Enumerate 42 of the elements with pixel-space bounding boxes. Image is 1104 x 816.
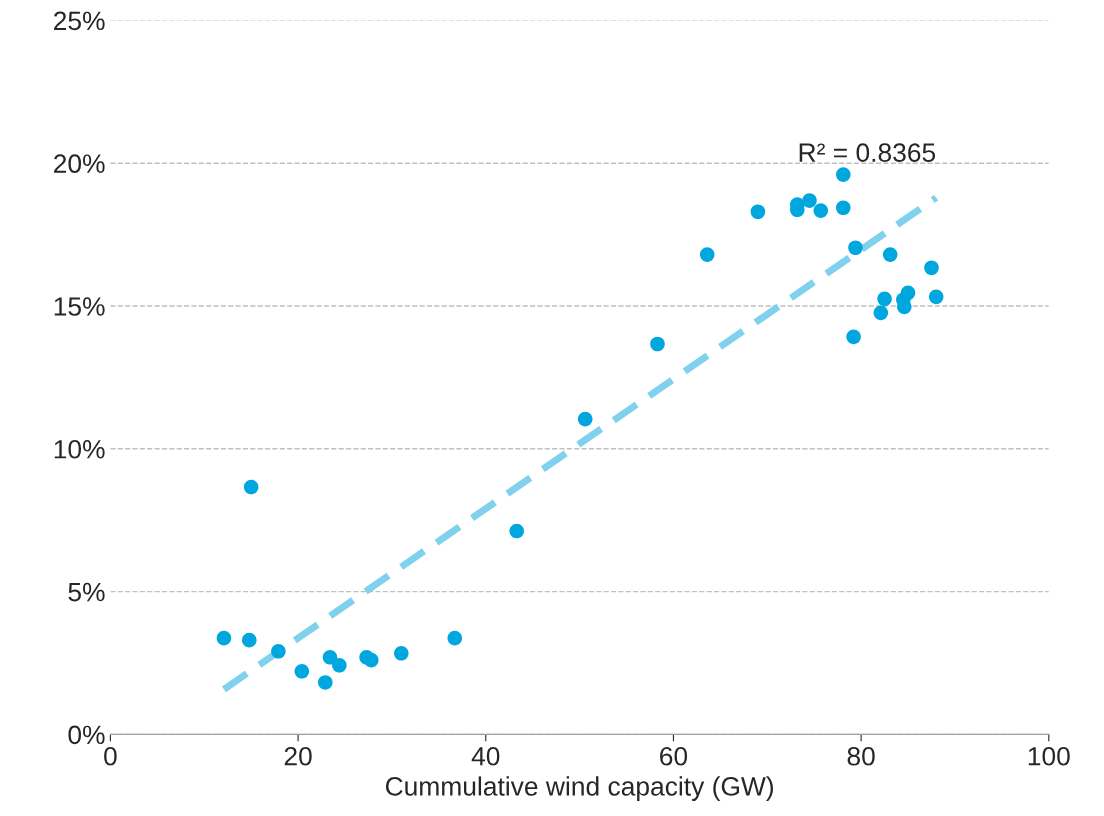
x-tick-label: 60 [660,746,688,766]
point [846,329,861,345]
y-tick-label: 5% [68,582,105,602]
x-tick-label: 40 [471,746,500,766]
point [924,260,939,276]
point [332,658,347,673]
point [750,204,766,220]
point [836,200,851,216]
y-tick-label: 10% [54,439,105,459]
y-tick-label: 20% [54,154,105,174]
x-tick-label: 100 [1028,746,1070,766]
point [363,652,379,668]
point [882,247,898,262]
point [836,167,851,182]
x-tick-label: 80 [847,746,875,766]
point [216,630,232,646]
annotation: R² = 0.8365 [799,143,936,162]
point [394,646,409,661]
point [271,644,286,659]
point [900,285,916,301]
point [577,411,593,427]
point [242,632,257,648]
point [650,336,665,352]
point [813,203,829,218]
point [294,664,310,679]
point [928,289,944,305]
point [699,247,715,262]
point [873,305,889,321]
point [848,240,863,256]
point [318,675,333,690]
point [447,630,463,646]
point [802,193,817,208]
x-tick-label: 20 [284,746,312,766]
y-tick-label: 15% [54,297,105,316]
x-axis-title: Cummulative wind capacity (GW) [385,776,773,801]
point [243,479,259,495]
point [509,523,525,539]
point [322,650,338,665]
y-tick-label: 0% [68,725,105,745]
point [877,291,892,307]
x-tick-label: 0 [104,746,117,766]
y-tick-label: 25% [54,11,105,31]
